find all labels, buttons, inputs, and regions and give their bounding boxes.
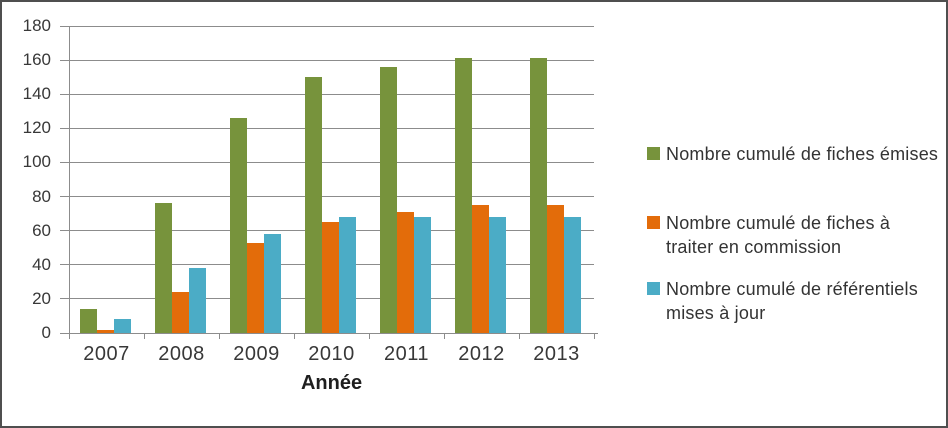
x-tick-0 <box>69 333 70 339</box>
x-category-label-2012: 2012 <box>458 343 505 365</box>
y-tick-140 <box>60 93 69 95</box>
bar-émises-2011 <box>380 66 397 333</box>
y-tick-60 <box>60 230 69 232</box>
legend-label-2: Nombre cumulé de référentiels mises à jo… <box>666 279 918 323</box>
bar-jour-2012 <box>489 217 506 333</box>
bar-émises-2010 <box>305 77 322 333</box>
legend-swatch-2 <box>647 282 660 295</box>
bar-émises-2012 <box>455 58 472 333</box>
x-tick-1 <box>144 333 145 339</box>
y-tick-160 <box>60 59 69 61</box>
plot-area <box>68 25 599 334</box>
bar-jour-2013 <box>564 217 581 333</box>
legend-item-2: Nombre cumulé de référentiels mises à jo… <box>647 277 918 325</box>
legend-swatch-0 <box>647 147 660 160</box>
chart-legend: Nombre cumulé de fiches émises Nombre cum… <box>647 2 946 426</box>
bar-commission-2012 <box>472 205 489 333</box>
legend-swatch-1 <box>647 216 660 229</box>
x-tick-7 <box>594 333 595 339</box>
bar-émises-2009 <box>230 118 247 333</box>
gridline-y-100 <box>69 161 594 163</box>
y-tick-label-0: 0 <box>41 323 51 342</box>
y-tick-120 <box>60 127 69 129</box>
bar-commission-2013 <box>547 205 564 333</box>
x-tick-6 <box>519 333 520 339</box>
gridline-y-140 <box>69 93 594 95</box>
y-tick-100 <box>60 161 69 163</box>
gridline-y-160 <box>69 59 594 61</box>
x-tick-3 <box>294 333 295 339</box>
y-tick-label-40: 40 <box>32 254 51 274</box>
legend-label-1: Nombre cumulé de fiches à traiter en com… <box>666 213 891 257</box>
bar-commission-2008 <box>172 292 189 333</box>
y-tick-0 <box>60 332 69 334</box>
y-tick-label-20: 20 <box>32 288 51 308</box>
bar-jour-2011 <box>414 217 431 333</box>
bar-commission-2007 <box>97 329 114 333</box>
bar-commission-2010 <box>322 222 339 333</box>
y-tick-label-60: 60 <box>32 220 51 240</box>
bar-jour-2007 <box>114 319 131 333</box>
bar-jour-2008 <box>189 268 206 333</box>
y-axis-line <box>69 26 70 333</box>
y-tick-40 <box>60 264 69 266</box>
bar-commission-2011 <box>397 211 414 333</box>
legend-item-0: Nombre cumulé de fiches émises <box>647 142 938 166</box>
gridline-y-180 <box>69 25 594 27</box>
y-tick-80 <box>60 196 69 198</box>
bar-commission-2009 <box>247 242 264 333</box>
x-tick-5 <box>444 333 445 339</box>
x-category-label-2008: 2008 <box>158 343 205 365</box>
y-tick-label-120: 120 <box>22 118 51 138</box>
gridline-y-120 <box>69 127 594 129</box>
y-tick-180 <box>60 25 69 27</box>
x-category-label-2010: 2010 <box>308 343 355 365</box>
y-tick-label-140: 140 <box>22 84 51 104</box>
y-tick-label-180: 180 <box>22 16 51 35</box>
gridline-y-80 <box>69 196 594 198</box>
y-tick-20 <box>60 298 69 300</box>
x-tick-2 <box>219 333 220 339</box>
y-tick-label-160: 160 <box>22 50 51 70</box>
bar-jour-2009 <box>264 234 281 333</box>
x-axis-line <box>68 333 599 334</box>
legend-label-0: Nombre cumulé de fiches émises <box>666 144 939 164</box>
y-tick-label-80: 80 <box>32 186 51 206</box>
x-category-label-2013: 2013 <box>533 343 580 365</box>
y-tick-label-100: 100 <box>22 152 51 172</box>
x-category-label-2009: 2009 <box>233 343 280 365</box>
bar-émises-2007 <box>80 309 97 333</box>
bar-émises-2013 <box>530 58 547 333</box>
legend-item-1: Nombre cumulé de fiches à traiter en com… <box>647 211 890 259</box>
x-category-label-2011: 2011 <box>383 343 429 365</box>
bar-émises-2008 <box>155 203 172 333</box>
x-tick-4 <box>369 333 370 339</box>
bar-jour-2010 <box>339 217 356 333</box>
x-axis-title: Année <box>300 372 363 394</box>
x-category-label-2007: 2007 <box>83 343 130 365</box>
